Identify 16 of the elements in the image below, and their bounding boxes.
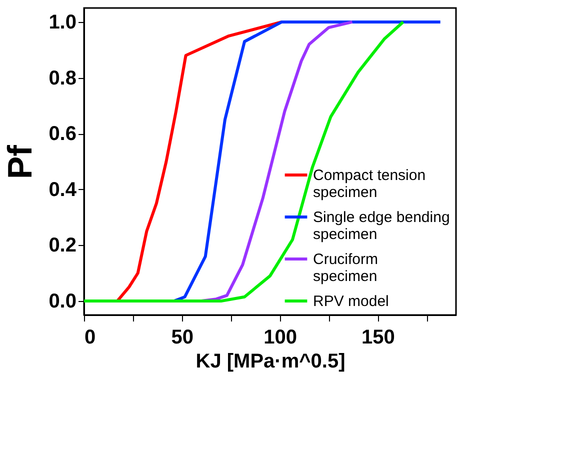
- legend-label: Cruciform specimen: [313, 251, 378, 285]
- x-axis-title: KJ [MPa·m^0.5]: [196, 350, 346, 372]
- y-tick-label: 0.6: [48, 123, 76, 146]
- y-tick-label: 0.8: [48, 67, 76, 90]
- y-tick-label: 1.0: [48, 11, 76, 34]
- y-tick-label: 0.0: [48, 290, 76, 313]
- y-tick-label: 0.4: [48, 178, 78, 201]
- x-tick-label: 100: [264, 326, 297, 348]
- y-axis-title: Pf: [2, 144, 40, 179]
- legend-label: Single edge bending specimen: [313, 209, 450, 243]
- y-tick-label: 0.2: [48, 234, 76, 257]
- x-tick-label: 150: [361, 326, 395, 348]
- legend-label: Compact tension specimen: [313, 167, 426, 201]
- legend-label: RPV model: [313, 293, 389, 310]
- x-tick-label: 50: [171, 326, 194, 348]
- x-tick-label: 0: [84, 326, 96, 348]
